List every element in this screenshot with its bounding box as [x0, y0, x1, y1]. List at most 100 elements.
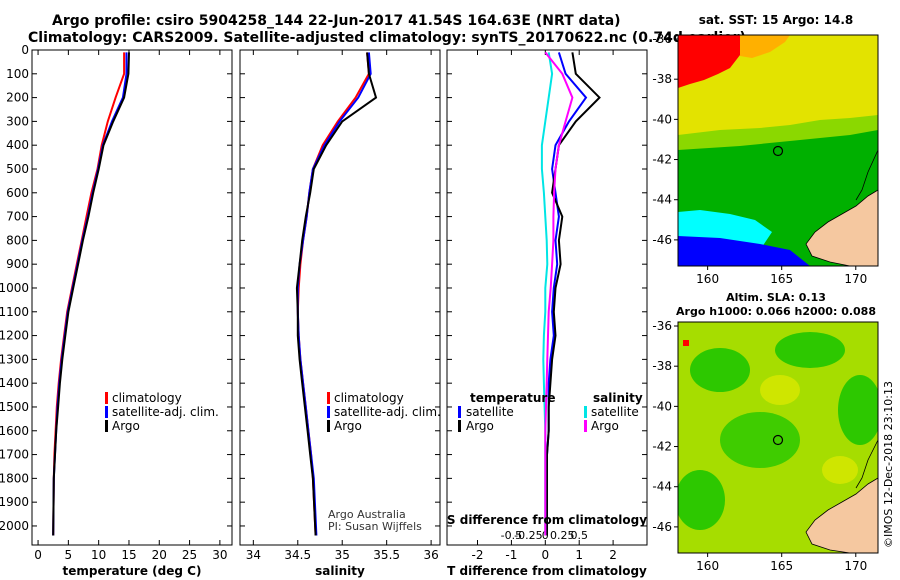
depth-tick-label: 400 [6, 138, 29, 152]
legend-swatch-climatology [327, 392, 330, 404]
lon-tick-label: 170 [844, 272, 867, 286]
series-line-satellite-adj-clim- [52, 52, 128, 536]
sla-green-blob [720, 412, 800, 468]
depth-tick-label: 200 [6, 91, 29, 105]
lon-tick-label: 170 [844, 559, 867, 573]
x-tick-label: 0 [541, 548, 549, 562]
lat-tick-label: -42 [652, 440, 672, 454]
depth-tick-label: 1200 [0, 329, 29, 343]
depth-tick-label: 1900 [0, 495, 29, 509]
x-tick-label: 15 [121, 548, 136, 562]
salinity-xlabel: salinity [315, 564, 365, 578]
lat-tick-label: -36 [652, 319, 672, 333]
legend-label-satellite: satellite-adj. clim. [334, 405, 441, 419]
depth-tick-label: 1100 [0, 305, 29, 319]
lon-tick-label: 160 [696, 272, 719, 286]
lat-tick-label: -46 [652, 233, 672, 247]
temperature-legend: climatology satellite-adj. clim. Argo [105, 391, 219, 433]
legend-swatch-s-argo [584, 420, 587, 432]
lat-tick-label: -40 [652, 399, 672, 413]
lat-tick-label: -44 [652, 193, 672, 207]
top-tick-label: 0.25 [550, 529, 575, 542]
sla-green-blob [838, 375, 878, 445]
top-tick-label: -0.25 [514, 529, 542, 542]
sla-red-pixel [683, 340, 689, 346]
imos-watermark: ©IMOS 12-Dec-2018 23:10:13 [882, 381, 895, 548]
depth-tick-label: 1400 [0, 376, 29, 390]
salinity-legend: climatology satellite-adj. clim. Argo [327, 391, 441, 433]
sla-green-blob [690, 348, 750, 392]
series-line-argo [52, 52, 130, 536]
lat-tick-label: -42 [652, 153, 672, 167]
temperature-xlabel: temperature (deg C) [63, 564, 202, 578]
x-tick-label: 2 [609, 548, 617, 562]
depth-tick-label: 1300 [0, 352, 29, 366]
salinity-axes-frame [239, 49, 441, 546]
depth-tick-label: 1500 [0, 400, 29, 414]
salinity-panel: 34 34.5 35 35.5 36 [239, 49, 441, 562]
legend-swatch-t-argo [458, 420, 461, 432]
x-tick-label: 36 [423, 548, 438, 562]
sla-argo-marker [772, 434, 784, 446]
legend-label-s-satellite: satellite [591, 405, 639, 419]
x-tick-label: -2 [472, 548, 484, 562]
sst-map-lat-ticks: -36 -38 -40 -42 -44 -46 [652, 32, 678, 247]
series-line-t-satellite [546, 52, 588, 536]
difference-legend-salinity: salinity satellite Argo [584, 391, 643, 433]
sst-orange-region [740, 35, 790, 58]
sst-warm-red-region [678, 35, 748, 88]
sst-map-lon-ticks: 160 165 170 [696, 266, 867, 286]
sla-yellowgreen-blob [760, 375, 800, 405]
x-tick-label: 30 [212, 548, 227, 562]
legend-swatch-t-satellite [458, 406, 461, 418]
difference-panel: -2 -1 0 1 2-0.5-0.25 0 0.250.5 [446, 49, 648, 562]
depth-tick-label: 700 [6, 210, 29, 224]
depth-tick-label: 1600 [0, 424, 29, 438]
legend-title-salinity: salinity [593, 391, 643, 405]
lat-tick-label: -40 [652, 112, 672, 126]
sla-green-blob [678, 470, 725, 530]
temperature-axes-frame [31, 49, 233, 546]
sla-map [678, 322, 878, 553]
attribution-line-1: Argo Australia [328, 508, 406, 521]
x-tick-label: 1 [575, 548, 583, 562]
depth-tick-label: 300 [6, 114, 29, 128]
depth-tick-label: 600 [6, 186, 29, 200]
sla-map-lon-ticks: 160 165 170 [696, 553, 867, 573]
attribution-line-2: PI: Susan Wijffels [328, 520, 422, 533]
x-tick-label: 35 [335, 548, 350, 562]
series-line-satellite-adj-clim- [296, 52, 372, 536]
x-tick-label: 25 [182, 548, 197, 562]
sla-map-frame [677, 321, 879, 554]
x-tick-label: 35.5 [373, 548, 400, 562]
sla-map-subtitle: Argo h1000: 0.066 h2000: 0.088 [676, 305, 876, 318]
lat-tick-label: -38 [652, 359, 672, 373]
lat-tick-label: -46 [652, 520, 672, 534]
header-line-2: Climatology: CARS2009. Satellite-adjuste… [28, 30, 746, 46]
depth-tick-label: 1800 [0, 471, 29, 485]
sst-blue-region [678, 236, 810, 266]
sst-coastline [855, 149, 878, 201]
lon-tick-label: 165 [770, 559, 793, 573]
sst-map [678, 35, 878, 266]
depth-tick-label: 900 [6, 257, 29, 271]
series-line-climatology [296, 52, 370, 536]
lat-tick-label: -44 [652, 480, 672, 494]
depth-tick-label: 800 [6, 233, 29, 247]
x-tick-label: 20 [152, 548, 167, 562]
legend-label-climatology: climatology [334, 391, 404, 405]
depth-tick-labels: 0 100 200 300 400 500 600 700 800 900 1000 1100 1200… [0, 43, 29, 533]
x-tick-label: 34.5 [284, 548, 311, 562]
sla-yellowgreen-blob [822, 456, 858, 484]
legend-label-argo: Argo [334, 419, 362, 433]
difference-xlabel: T difference from climatology [447, 564, 647, 578]
legend-label-climatology: climatology [112, 391, 182, 405]
sla-land [805, 477, 878, 553]
legend-label-satellite: satellite-adj. clim. [112, 405, 219, 419]
sla-green-blob [775, 332, 845, 368]
x-tick-label: 34 [246, 548, 261, 562]
legend-swatch-argo [105, 420, 108, 432]
header-line-1: Argo profile: csiro 5904258_144 22-Jun-2… [52, 13, 621, 29]
series-line-climatology [52, 52, 126, 536]
